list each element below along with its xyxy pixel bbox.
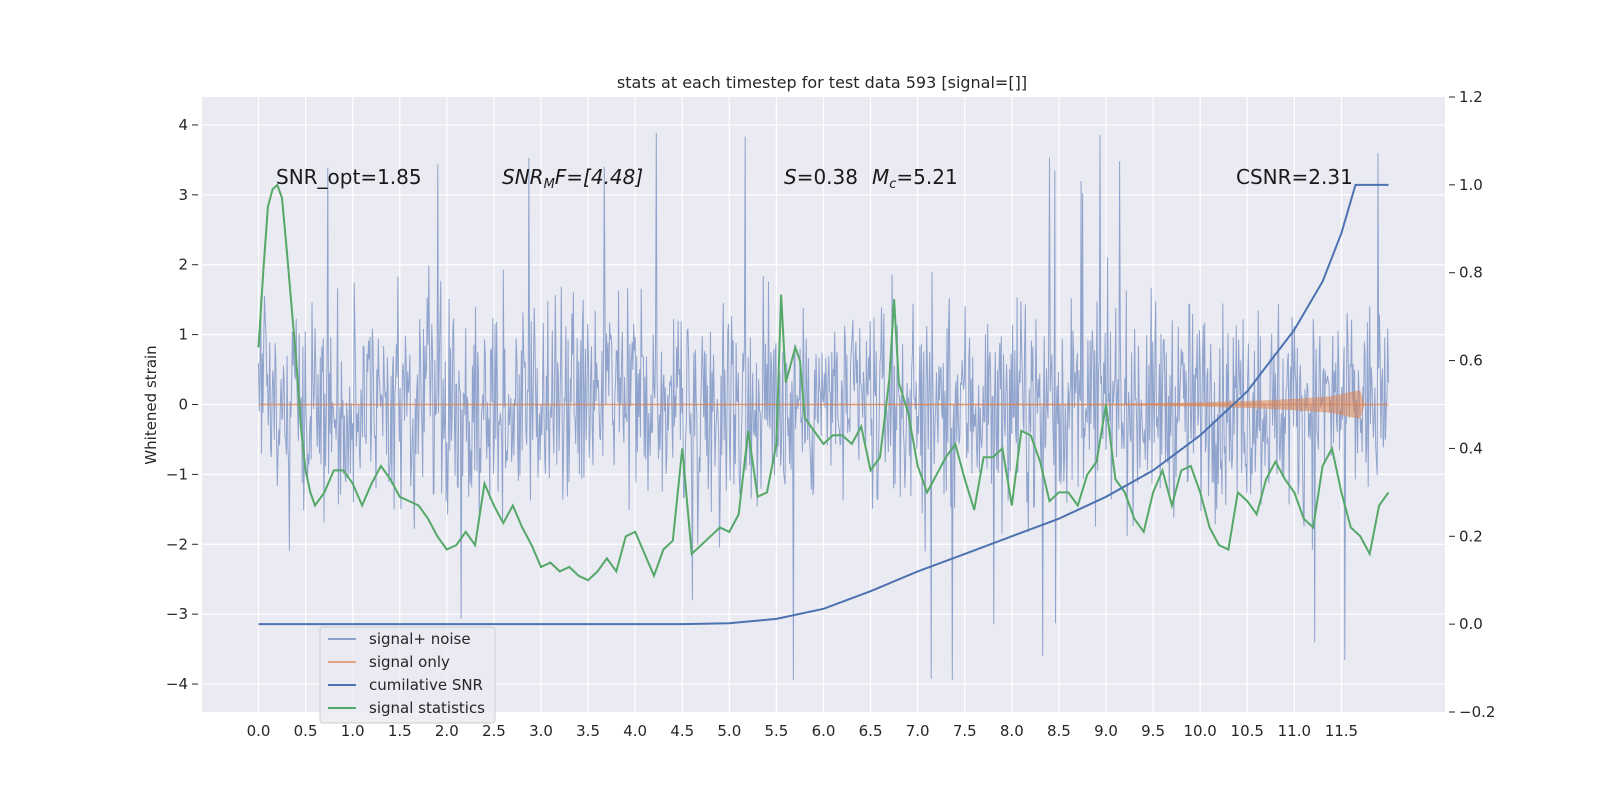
noise-line	[258, 132, 1389, 681]
legend-label-signal-statistics: signal statistics	[369, 699, 485, 717]
y2-tick-label: 0.6	[1459, 352, 1483, 370]
annotation-csnr: CSNR=2.31	[1236, 165, 1353, 189]
y2-tick-label: −0.2	[1459, 703, 1495, 721]
legend-label-signal-plus-noise: signal+ noise	[369, 630, 471, 648]
x-tick-label: 9.5	[1141, 722, 1165, 740]
y-tick-label: 0	[178, 396, 188, 414]
x-tick-label: 11.0	[1278, 722, 1311, 740]
y-tick-label: −1	[166, 465, 188, 483]
annotation-s-mc: S=0.38 Mc=5.21	[784, 165, 958, 192]
x-tick-label: 1.0	[341, 722, 365, 740]
x-tick-label: 7.5	[953, 722, 977, 740]
x-tick-label: 7.0	[906, 722, 930, 740]
y2-tick-label: 0.4	[1459, 439, 1483, 457]
annotation-snr-mf: SNRMF=[4.48]	[502, 165, 643, 192]
x-tick-label: 2.5	[482, 722, 506, 740]
y2-tick-label: 1.2	[1459, 88, 1483, 106]
x-tick-label: 6.5	[859, 722, 883, 740]
series-signal-statistics	[257, 183, 1390, 582]
series-signal-only	[258, 390, 1389, 419]
x-tick-label: 8.5	[1047, 722, 1071, 740]
x-tick-label: 3.0	[529, 722, 553, 740]
y-axis-left: −4 −3 −2 −1 0 1 2 3 4	[166, 116, 198, 693]
y-axis-label: Whitened strain	[142, 345, 160, 464]
legend-label-cumulative-snr: cumilative SNR	[369, 676, 483, 694]
y-tick-label: −2	[166, 535, 188, 553]
x-tick-label: 4.5	[670, 722, 694, 740]
y-tick-label: 1	[178, 326, 188, 344]
x-tick-label: 2.0	[435, 722, 459, 740]
annotation-snr-opt: SNR_opt=1.85	[276, 165, 422, 189]
legend-box	[319, 626, 496, 724]
x-tick-label: 6.0	[812, 722, 836, 740]
y2-tick-label: 1.0	[1459, 176, 1483, 194]
x-tick-label: 11.5	[1325, 722, 1358, 740]
y-axis-right: −0.2 0.0 0.2 0.4 0.6 0.8 1.0 1.2	[1449, 88, 1495, 721]
x-tick-label: 5.5	[764, 722, 788, 740]
legend-label-signal-only: signal only	[369, 653, 450, 671]
y2-tick-label: 0.8	[1459, 264, 1483, 282]
series-signal-plus-noise	[258, 132, 1389, 681]
y-tick-label: 2	[178, 256, 188, 274]
y2-tick-label: 0.0	[1459, 615, 1483, 633]
x-tick-label: 8.0	[1000, 722, 1024, 740]
x-tick-label: 1.5	[388, 722, 412, 740]
x-tick-label: 5.0	[717, 722, 741, 740]
statistics-line	[257, 183, 1390, 582]
x-tick-label: 4.0	[623, 722, 647, 740]
y-tick-label: −3	[166, 605, 188, 623]
x-tick-label: 9.0	[1094, 722, 1118, 740]
y-tick-label: 3	[178, 186, 188, 204]
chart-title: stats at each timestep for test data 593…	[617, 73, 1027, 92]
x-tick-label: 0.0	[247, 722, 271, 740]
y2-tick-label: 0.2	[1459, 527, 1483, 545]
legend: signal+ noise signal only cumilative SNR…	[319, 626, 496, 724]
y-tick-label: 4	[178, 116, 188, 134]
x-tick-label: 10.0	[1183, 722, 1216, 740]
x-tick-label: 10.5	[1231, 722, 1264, 740]
series-cumulative-snr	[258, 183, 1389, 626]
cumulative-snr-line	[258, 183, 1389, 626]
x-tick-label: 3.5	[576, 722, 600, 740]
x-axis: 0.0 0.5 1.0 1.5 2.0 2.5 3.0 3.5 4.0 4.5 5.0 5.5 6.0 6…	[247, 722, 1359, 740]
y-tick-label: −4	[166, 675, 188, 693]
x-tick-label: 0.5	[294, 722, 318, 740]
